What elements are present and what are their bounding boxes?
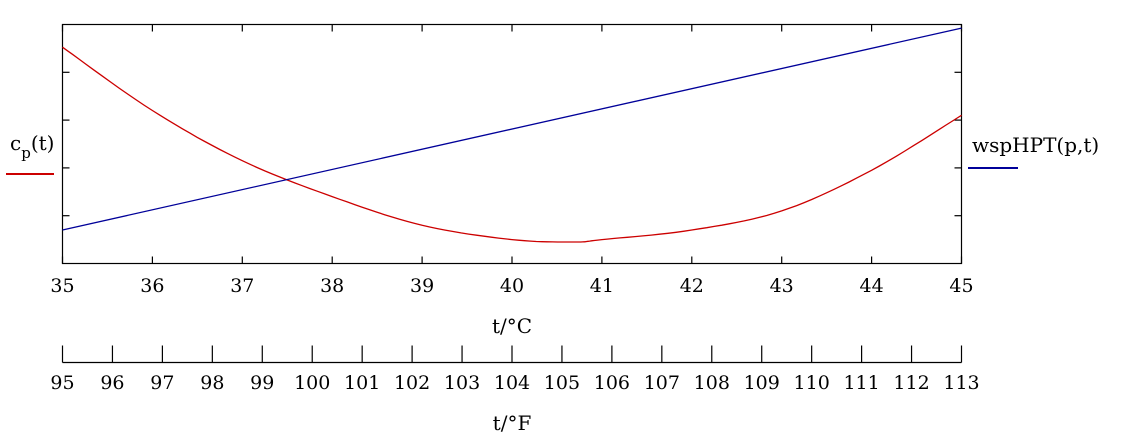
x-tick-label: 42	[680, 275, 704, 297]
x-axis-tick-labels: 35 36 37 38 39 40 41 42 43 44 45	[50, 275, 973, 297]
secondary-axis-tick-label: 100	[294, 372, 330, 394]
series-wsphpt-line	[62, 27, 962, 231]
x-axis-title-celsius: t/°C	[492, 314, 532, 338]
x-tick-label: 39	[410, 275, 434, 297]
plot-area-frame	[61, 23, 963, 265]
y-axis-ticks	[62, 71, 962, 217]
secondary-axis-tick-label: 107	[644, 372, 680, 394]
x-tick-label: 38	[320, 275, 344, 297]
secondary-axis-tick-label: 104	[494, 372, 530, 394]
left-legend-sub: p	[21, 144, 31, 162]
secondary-axis-tick-label: 111	[843, 372, 879, 394]
secondary-axis-tick-label: 101	[344, 372, 380, 394]
secondary-axis-tick-label: 108	[694, 372, 730, 394]
x-axis-ticks	[61, 24, 963, 264]
right-legend-label: wspHPT(p,t)	[972, 133, 1099, 157]
secondary-axis-tick-label: 106	[594, 372, 630, 394]
secondary-axis-ticks	[61, 345, 963, 363]
x-tick-label: 43	[770, 275, 794, 297]
x-tick-label: 36	[140, 275, 164, 297]
x-axis-title-fahrenheit: t/°F	[493, 411, 532, 435]
secondary-axis-tick-label: 113	[943, 372, 979, 394]
x-tick-label: 40	[500, 275, 524, 297]
x-tick-label: 44	[860, 275, 884, 297]
secondary-axis-tick-label: 97	[150, 372, 174, 394]
secondary-axis-tick-labels: 95 96 97 98 99 100 101 102 103 104 105 106 107 108 109…	[50, 372, 979, 394]
secondary-axis-tick-label: 99	[250, 372, 274, 394]
left-legend-rest: (t)	[31, 131, 55, 155]
secondary-axis-tick-label: 103	[444, 372, 480, 394]
secondary-axis-tick-label: 96	[100, 372, 124, 394]
secondary-axis-tick-label: 95	[50, 372, 74, 394]
secondary-axis-tick-label: 110	[794, 372, 830, 394]
secondary-axis-tick-label: 102	[394, 372, 430, 394]
secondary-axis-tick-label: 112	[893, 372, 929, 394]
left-legend-label: cp(t)	[10, 131, 54, 162]
x-tick-label: 37	[230, 275, 254, 297]
x-tick-label: 45	[949, 275, 973, 297]
secondary-axis-tick-label: 98	[200, 372, 224, 394]
series-cp-line	[62, 46, 962, 243]
x-tick-label: 41	[590, 275, 614, 297]
left-legend-base: c	[10, 131, 21, 155]
secondary-axis-tick-label: 105	[544, 372, 580, 394]
x-tick-label: 35	[50, 275, 74, 297]
secondary-axis-tick-label: 109	[744, 372, 780, 394]
